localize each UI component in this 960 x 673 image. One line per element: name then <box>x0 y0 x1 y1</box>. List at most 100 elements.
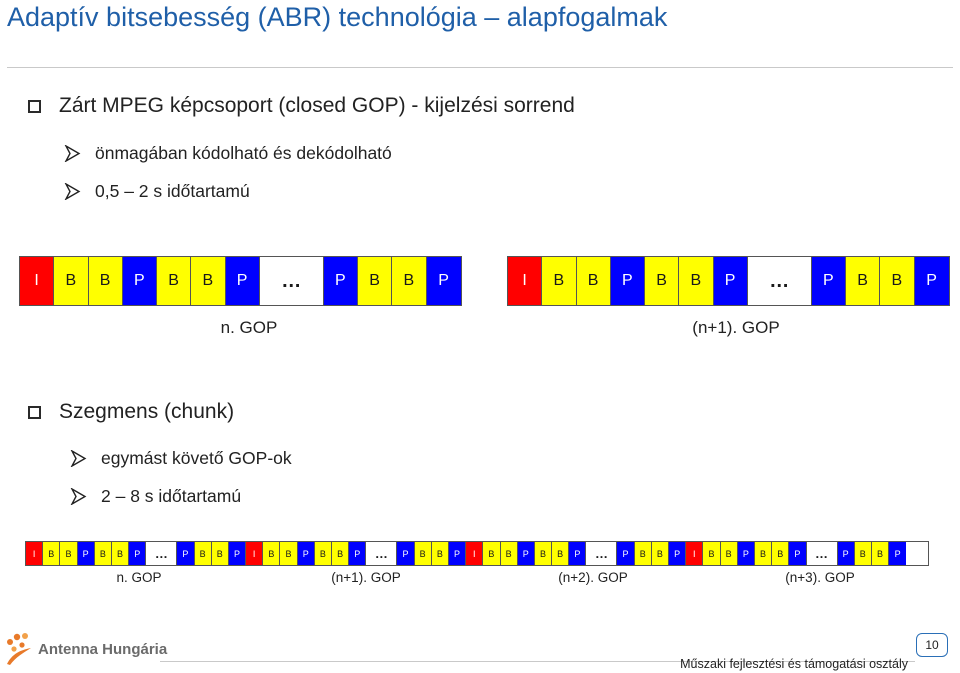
segment-label-n3: (n+3). GOP <box>785 570 855 585</box>
gop-n-ellipsis: … <box>259 257 324 305</box>
segment-ellipsis: … <box>366 542 398 565</box>
gop-strip-n: I B B P B B P… P B B P <box>19 256 462 306</box>
segment-frame-B: B <box>854 542 872 565</box>
bullet-segment: Szegmens (chunk) <box>28 400 234 424</box>
segment-frame-P: P <box>177 542 195 565</box>
segment-frame-B: B <box>634 542 652 565</box>
segment-frame-B: B <box>280 542 298 565</box>
segment-frame-P: P <box>77 542 95 565</box>
gop-n-frame-B: B <box>157 257 192 305</box>
segment-frame-I: I <box>246 542 264 565</box>
company-logo: Antenna Hungária <box>4 632 167 666</box>
segment-frame-B: B <box>263 542 281 565</box>
duration2-text: 2 – 8 s időtartamú <box>101 486 242 506</box>
gop-n-frame-I: I <box>20 257 55 305</box>
segment-frame-B: B <box>414 542 432 565</box>
segment-frame-I: I <box>466 542 484 565</box>
gop-strip-n1: I B B P B B P… P B B P <box>507 256 950 306</box>
segment-frame-B: B <box>772 542 790 565</box>
gop-n1-frame-B: B <box>576 257 611 305</box>
gop-n1-frame-P: P <box>713 257 748 305</box>
segment-frame-P: P <box>228 542 247 565</box>
segment-frame-P: P <box>448 542 467 565</box>
segment-frame-B: B <box>651 542 669 565</box>
gop-n1-ellipsis: … <box>747 257 812 305</box>
bullet-closed-gop: Zárt MPEG képcsoport (closed GOP) - kije… <box>28 94 575 118</box>
segment-ellipsis: … <box>806 542 838 565</box>
selfcontained-text: önmagában kódolható és dekódolható <box>95 143 392 163</box>
gop-n-frame-P: P <box>426 257 461 305</box>
segment-ellipsis: … <box>586 542 618 565</box>
segment-frame-P: P <box>737 542 755 565</box>
arrow-bullet-icon <box>64 183 81 200</box>
gop-n-frame-B: B <box>191 257 226 305</box>
gop-n-frame-B: B <box>88 257 123 305</box>
segment-frame-P: P <box>789 542 807 565</box>
segment-frame-B: B <box>60 542 78 565</box>
segment-frame-P: P <box>617 542 635 565</box>
segment-frame-P: P <box>129 542 147 565</box>
segment-label-n: n. GOP <box>116 570 162 585</box>
arrow-bullet-icon <box>70 450 87 467</box>
segment-frame-P: P <box>669 542 687 565</box>
gop-n1-frame-B: B <box>846 257 881 305</box>
antenna-hungaria-logo-icon <box>7 633 31 665</box>
segment-ellipsis: … <box>146 542 178 565</box>
segment-frame-B: B <box>500 542 518 565</box>
gop-n1-frame-I: I <box>508 257 543 305</box>
gop-n-frame-P: P <box>122 257 157 305</box>
segment-frame-P: P <box>837 542 855 565</box>
bullet-selfcontained: önmagában kódolható és dekódolható <box>64 143 392 164</box>
square-bullet-icon <box>28 99 41 113</box>
segment-frame-B: B <box>754 542 773 565</box>
segment-frame-B: B <box>431 542 449 565</box>
segment-strip: I B B P B B P… P B B P I B B P B B P… P B B P I B B P B B P… P B B P I B B P… <box>25 541 929 566</box>
segment-frame-P: P <box>297 542 315 565</box>
gop-n-frame-B: B <box>358 257 393 305</box>
title-divider <box>7 67 953 68</box>
bullet-duration2: 2 – 8 s időtartamú <box>70 486 241 507</box>
segment-frame-B: B <box>332 542 350 565</box>
segment-frame-P: P <box>889 542 907 565</box>
page-number: 10 <box>916 633 948 657</box>
segment-frame-P: P <box>569 542 587 565</box>
page-title: Adaptív bitsebesség (ABR) technológia – … <box>7 2 668 32</box>
segment-frame-P: P <box>397 542 415 565</box>
segment-frame-B: B <box>871 542 890 565</box>
segment-frame-B: B <box>211 542 229 565</box>
arrow-bullet-icon <box>64 145 81 162</box>
closed-gop-heading: Zárt MPEG képcsoport (closed GOP) - kije… <box>59 94 575 117</box>
segment-frame-B: B <box>552 542 570 565</box>
segment-frame-B: B <box>194 542 212 565</box>
segment-frame-B: B <box>94 542 112 565</box>
segment-frame-B: B <box>483 542 501 565</box>
gop-n1-frame-B: B <box>679 257 714 305</box>
footer-divider <box>160 661 915 662</box>
logo-text: Antenna Hungária <box>38 640 168 658</box>
segment-frame-B: B <box>43 542 61 565</box>
gop-n1-frame-B: B <box>542 257 577 305</box>
square-bullet-icon <box>28 405 41 419</box>
segment-label-n1: (n+1). GOP <box>331 570 401 585</box>
gop-n-frame-P: P <box>225 257 260 305</box>
gop-n1-frame-P: P <box>610 257 645 305</box>
segment-frame-B: B <box>720 542 738 565</box>
gop-n1-frame-B: B <box>880 257 915 305</box>
gop-n1-frame-P: P <box>811 257 846 305</box>
arrow-bullet-icon <box>70 488 87 505</box>
gop-label-n: n. GOP <box>220 318 278 337</box>
bullet-duration1: 0,5 – 2 s időtartamú <box>64 181 250 202</box>
segment-frame-B: B <box>703 542 721 565</box>
department-text: Műszaki fejlesztési és támogatási osztál… <box>680 657 908 671</box>
segment-frame-B: B <box>111 542 130 565</box>
segment-frame-B: B <box>314 542 332 565</box>
gop-n-frame-B: B <box>54 257 89 305</box>
segment-frame-P: P <box>349 542 367 565</box>
gop-n-frame-B: B <box>392 257 427 305</box>
segment-frame-P: P <box>517 542 535 565</box>
segment-heading: Szegmens (chunk) <box>59 400 235 423</box>
segment-frame-I: I <box>686 542 704 565</box>
gop-n1-frame-P: P <box>914 257 949 305</box>
gop-n-frame-P: P <box>323 257 358 305</box>
bullet-consecutive: egymást követő GOP-ok <box>70 448 292 469</box>
